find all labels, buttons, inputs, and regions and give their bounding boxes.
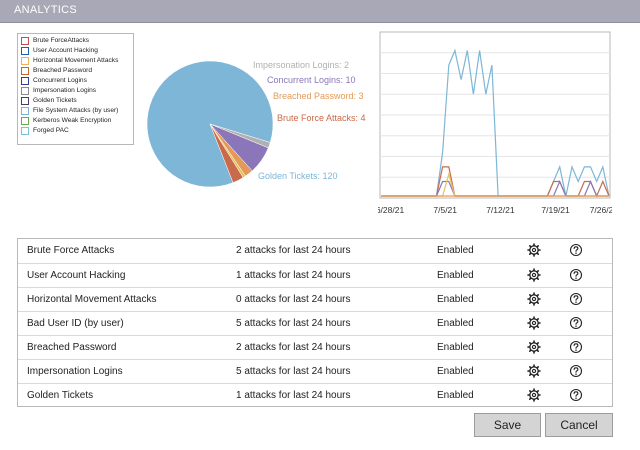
attack-status[interactable]: Enabled [437,270,474,281]
attack-status[interactable]: Enabled [437,390,474,401]
app-header: ANALYTICS [0,0,640,23]
gear-icon[interactable] [527,316,541,330]
legend-label: Horizontal Movement Attacks [33,57,119,64]
help-circle-icon[interactable] [569,340,583,354]
gear-icon[interactable] [527,268,541,282]
legend-item[interactable]: User Account Hacking [21,46,98,56]
legend-checkbox[interactable] [21,37,29,45]
line-chart-svg: 6/28/21 7/5/21 7/12/21 7/19/21 7/26/21 [376,31,618,215]
legend-item[interactable]: Golden Tickets [21,96,77,106]
table-row: User Account Hacking 1 attacks for last … [18,263,612,288]
attack-count: 2 attacks for last 24 hours [236,245,351,256]
legend-item[interactable]: Breached Password [21,66,92,76]
attack-name: User Account Hacking [27,270,126,281]
legend-checkbox[interactable] [21,67,29,75]
legend-checkbox[interactable] [21,57,29,65]
attack-name: Breached Password [27,342,117,353]
x-tick-label: 6/28/21 [378,205,404,215]
x-tick-label: 7/5/21 [433,205,457,215]
gear-icon[interactable] [527,388,541,402]
attack-status[interactable]: Enabled [437,245,474,256]
legend-item[interactable]: Concurrent Logins [21,76,87,86]
attack-count: 1 attacks for last 24 hours [236,270,351,281]
line-chart: 6/28/21 7/5/21 7/12/21 7/19/21 7/26/21 [376,30,618,220]
legend-item[interactable]: Impersonation Logins [21,86,96,96]
pie-chart: Impersonation Logins: 2 Concurrent Login… [140,40,380,200]
legend-checkbox[interactable] [21,97,29,105]
legend-checkbox[interactable] [21,47,29,55]
page-title: ANALYTICS [14,4,78,16]
help-circle-icon[interactable] [569,364,583,378]
legend-label: File System Attacks (by user) [33,107,119,114]
attack-status[interactable]: Enabled [437,294,474,305]
pie-label-brute-force: Brute Force Attacks: 4 [277,113,366,123]
attacks-table: Brute Force Attacks 2 attacks for last 2… [17,238,613,407]
pie-label-breached: Breached Password: 3 [273,91,364,101]
attack-name: Golden Tickets [27,390,94,401]
table-row: Impersonation Logins 5 attacks for last … [18,359,612,384]
attack-status[interactable]: Enabled [437,366,474,377]
attack-count: 2 attacks for last 24 hours [236,342,351,353]
pie-label-concurrent: Concurrent Logins: 10 [267,75,356,85]
table-row: Brute Force Attacks 2 attacks for last 2… [18,239,612,263]
legend-item[interactable]: Horizontal Movement Attacks [21,56,118,66]
legend-checkbox[interactable] [21,117,29,125]
legend-item[interactable]: Brute ForceAttacks [21,36,89,46]
attack-name: Horizontal Movement Attacks [27,294,157,305]
pie-label-golden-tickets: Golden Tickets: 120 [258,171,338,181]
gear-icon[interactable] [527,340,541,354]
table-row: Breached Password 2 attacks for last 24 … [18,335,612,360]
legend-item[interactable]: File System Attacks (by user) [21,106,118,116]
attack-name: Brute Force Attacks [27,245,115,256]
table-row: Golden Tickets 1 attacks for last 24 hou… [18,383,612,408]
legend-label: Brute ForceAttacks [33,37,90,44]
attack-name: Impersonation Logins [27,366,123,377]
help-circle-icon[interactable] [569,268,583,282]
legend-item[interactable]: Forged PAC [21,126,69,136]
pie-label-impersonation: Impersonation Logins: 2 [253,60,350,70]
x-tick-label: 7/26/21 [590,205,612,215]
legend-checkbox[interactable] [21,107,29,115]
legend-checkbox[interactable] [21,77,29,85]
attack-name: Bad User ID (by user) [27,318,124,329]
save-button[interactable]: Save [474,413,541,437]
legend-label: Breached Password [33,67,93,74]
cancel-button[interactable]: Cancel [545,413,613,437]
help-circle-icon[interactable] [569,316,583,330]
chart-legend: Brute ForceAttacks User Account Hacking … [17,33,134,145]
legend-label: User Account Hacking [33,47,98,54]
attack-count: 5 attacks for last 24 hours [236,318,351,329]
attack-status[interactable]: Enabled [437,342,474,353]
legend-label: Impersonation Logins [33,87,97,94]
help-circle-icon[interactable] [569,292,583,306]
pie-slice-impersonation-logins[interactable] [209,123,271,149]
attack-status[interactable]: Enabled [437,318,474,329]
help-circle-icon[interactable] [569,388,583,402]
help-circle-icon[interactable] [569,243,583,257]
legend-checkbox[interactable] [21,87,29,95]
legend-label: Forged PAC [33,127,69,134]
x-tick-label: 7/19/21 [541,205,570,215]
gear-icon[interactable] [527,243,541,257]
x-tick-label: 7/12/21 [486,205,515,215]
attack-count: 0 attacks for last 24 hours [236,294,351,305]
attack-count: 5 attacks for last 24 hours [236,366,351,377]
table-row: Bad User ID (by user) 5 attacks for last… [18,311,612,336]
table-row: Horizontal Movement Attacks 0 attacks fo… [18,287,612,312]
legend-label: Kerberos Weak Encryption [33,117,112,124]
gear-icon[interactable] [527,364,541,378]
pie-chart-svg [146,60,274,188]
attack-count: 1 attacks for last 24 hours [236,390,351,401]
legend-label: Golden Tickets [33,97,77,104]
legend-item[interactable]: Kerberos Weak Encryption [21,116,111,126]
legend-checkbox[interactable] [21,127,29,135]
gear-icon[interactable] [527,292,541,306]
legend-label: Concurrent Logins [33,77,87,84]
